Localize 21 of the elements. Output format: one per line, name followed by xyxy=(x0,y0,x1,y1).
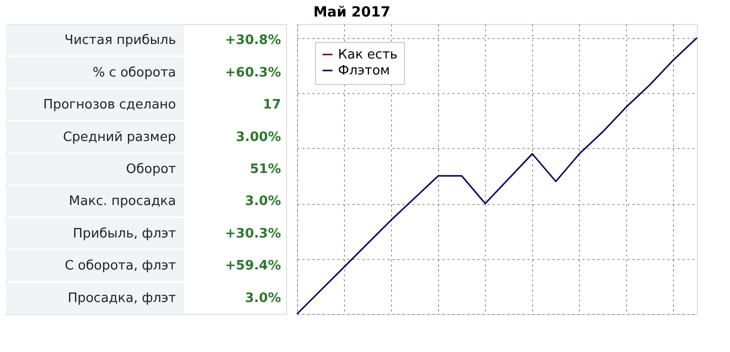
text: Прогнозов сделано xyxy=(43,98,176,113)
text: С оборота, флэт xyxy=(64,258,176,274)
legend-label: Как есть xyxy=(338,48,398,62)
text: 3.00% xyxy=(236,130,281,145)
text: Средний размер xyxy=(62,130,176,145)
text: Чистая прибыль xyxy=(64,33,176,48)
text: Май 2017 xyxy=(313,4,390,20)
text: 51% xyxy=(250,162,281,177)
text: Прибыль, флэт xyxy=(72,226,176,242)
text: 17 xyxy=(262,98,281,113)
legend-label: Флэтом xyxy=(338,64,390,78)
text: Макс. просадка xyxy=(68,194,176,210)
text: 3.0% xyxy=(244,194,281,210)
text: % с оборота xyxy=(92,65,176,80)
text: +59.4% xyxy=(225,258,281,274)
text: +30.3% xyxy=(225,226,281,242)
text: Оборот xyxy=(126,162,176,177)
text: 3.0% xyxy=(244,290,281,306)
text: +30.8% xyxy=(225,33,281,48)
text: Просадка, флэт xyxy=(68,290,176,306)
text: +60.3% xyxy=(225,65,281,80)
